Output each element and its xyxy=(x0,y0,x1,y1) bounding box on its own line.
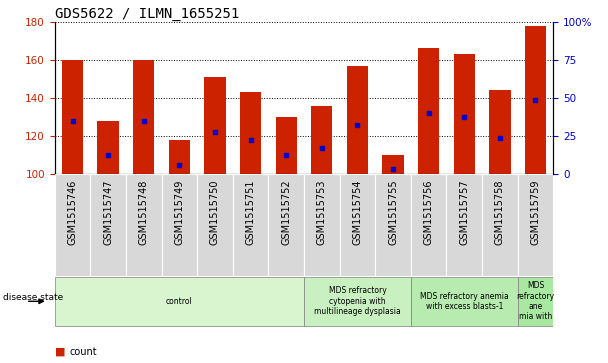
Bar xyxy=(411,277,517,326)
Text: disease state: disease state xyxy=(3,293,63,302)
Text: GSM1515752: GSM1515752 xyxy=(281,179,291,245)
Text: GDS5622 / ILMN_1655251: GDS5622 / ILMN_1655251 xyxy=(55,7,239,21)
Text: GSM1515747: GSM1515747 xyxy=(103,179,113,245)
Bar xyxy=(375,174,411,276)
Bar xyxy=(55,174,91,276)
Text: GSM1515754: GSM1515754 xyxy=(353,179,362,245)
Bar xyxy=(311,106,333,174)
Bar xyxy=(91,174,126,276)
Text: GSM1515749: GSM1515749 xyxy=(174,179,184,245)
Bar xyxy=(168,140,190,174)
Text: GSM1515759: GSM1515759 xyxy=(530,179,541,245)
Text: MDS
refractory
ane
mia with: MDS refractory ane mia with xyxy=(516,281,554,321)
Text: GSM1515757: GSM1515757 xyxy=(459,179,469,245)
Bar xyxy=(197,174,233,276)
Bar xyxy=(304,174,340,276)
Bar xyxy=(62,60,83,174)
Bar xyxy=(133,60,154,174)
Text: GSM1515748: GSM1515748 xyxy=(139,179,149,245)
Text: GSM1515755: GSM1515755 xyxy=(388,179,398,245)
Text: count: count xyxy=(70,347,97,357)
Bar xyxy=(97,121,119,174)
Text: GSM1515746: GSM1515746 xyxy=(67,179,78,245)
Bar xyxy=(517,174,553,276)
Bar xyxy=(489,90,511,174)
Bar xyxy=(204,77,226,174)
Bar xyxy=(275,117,297,174)
Text: GSM1515753: GSM1515753 xyxy=(317,179,327,245)
Bar xyxy=(446,174,482,276)
Bar xyxy=(268,174,304,276)
Bar xyxy=(233,174,268,276)
Bar xyxy=(418,49,440,174)
Text: MDS refractory anemia
with excess blasts-1: MDS refractory anemia with excess blasts… xyxy=(420,291,509,311)
Text: GSM1515756: GSM1515756 xyxy=(424,179,434,245)
Text: control: control xyxy=(166,297,193,306)
Bar xyxy=(55,277,304,326)
Bar xyxy=(482,174,517,276)
Bar xyxy=(304,277,411,326)
Bar xyxy=(382,155,404,174)
Bar xyxy=(517,277,553,326)
Text: GSM1515751: GSM1515751 xyxy=(246,179,255,245)
Bar xyxy=(240,92,261,174)
Bar xyxy=(525,25,546,174)
Bar xyxy=(162,174,197,276)
Bar xyxy=(347,66,368,174)
Bar xyxy=(126,174,162,276)
Bar xyxy=(454,54,475,174)
Bar xyxy=(411,174,446,276)
Text: GSM1515758: GSM1515758 xyxy=(495,179,505,245)
Text: GSM1515750: GSM1515750 xyxy=(210,179,220,245)
Bar xyxy=(340,174,375,276)
Text: ■: ■ xyxy=(55,347,65,357)
Text: MDS refractory
cytopenia with
multilineage dysplasia: MDS refractory cytopenia with multilinea… xyxy=(314,286,401,316)
